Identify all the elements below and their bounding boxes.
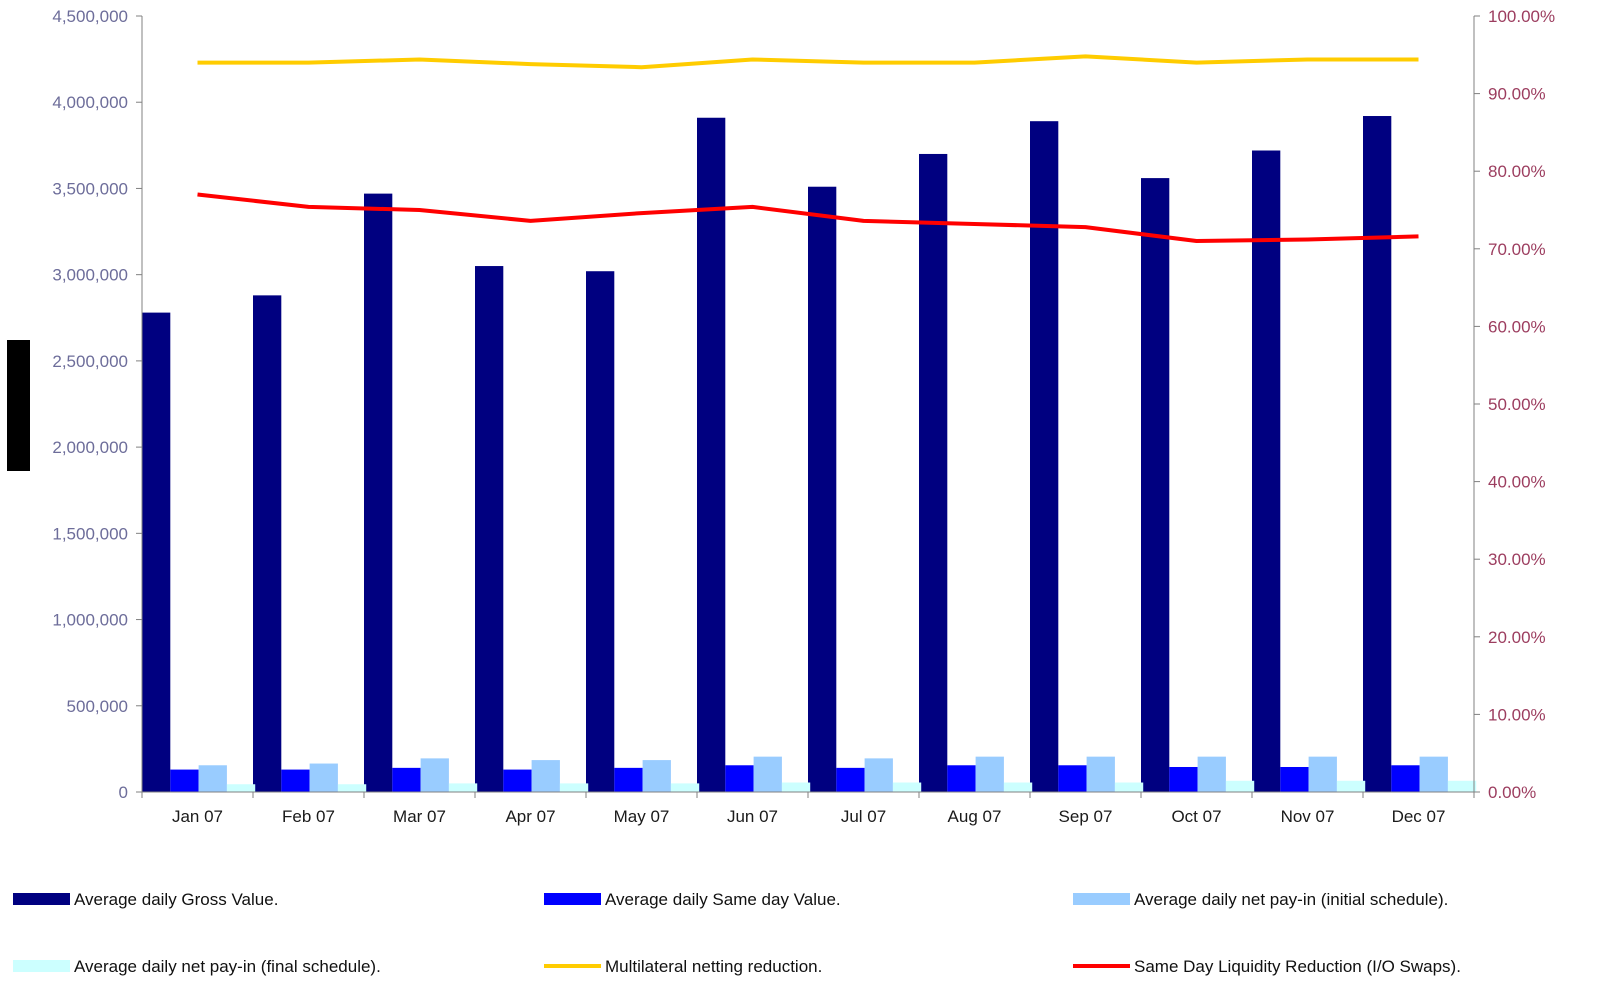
right-tick-label: 50.00% [1488, 395, 1546, 414]
x-tick-label: Mar 07 [393, 807, 446, 826]
left-tick-label: 4,000,000 [52, 93, 128, 112]
bar [1169, 766, 1198, 792]
bar [1086, 756, 1115, 792]
bar [725, 765, 754, 792]
bar [1447, 780, 1477, 792]
right-tick-label: 100.00% [1488, 7, 1555, 26]
right-tick-label: 90.00% [1488, 85, 1546, 104]
left-tick-label: 1,000,000 [52, 611, 128, 630]
bar [475, 266, 504, 792]
legend-swatch [544, 893, 601, 905]
legend-label: Multilateral netting reduction. [605, 957, 822, 976]
bar [281, 769, 310, 792]
legend-label: Average daily Gross Value. [74, 890, 278, 909]
bar [892, 782, 922, 792]
bar [642, 760, 671, 792]
bar [1225, 780, 1255, 792]
bar [781, 782, 811, 792]
legend: Average daily Gross Value. Average daily … [13, 890, 1461, 976]
legend-label: Average daily net pay-in (initial schedu… [1134, 890, 1448, 909]
legend-label: Average daily net pay-in (final schedule… [74, 957, 381, 976]
side-marker-block [7, 340, 30, 471]
right-tick-label: 0.00% [1488, 783, 1536, 802]
right-tick-label: 40.00% [1488, 473, 1546, 492]
bar [1363, 116, 1392, 793]
bar [420, 758, 449, 792]
x-tick-label: Dec 07 [1392, 807, 1446, 826]
legend-label: Average daily Same day Value. [605, 890, 841, 909]
bars [142, 116, 1477, 793]
left-tick-label: 1,500,000 [52, 524, 128, 543]
bar [1003, 782, 1033, 792]
bar [1391, 765, 1420, 792]
x-tick-label: May 07 [614, 807, 670, 826]
bar [586, 271, 615, 792]
bar [670, 783, 700, 792]
legend-swatch [13, 960, 70, 972]
series-line [197, 192, 1419, 243]
series-line [197, 54, 1419, 70]
bar [1280, 766, 1309, 792]
right-tick-label: 70.00% [1488, 240, 1546, 259]
bar [364, 193, 393, 792]
left-tick-label: 3,500,000 [52, 179, 128, 198]
bar [1058, 765, 1087, 792]
bar [309, 763, 338, 792]
bar [1336, 780, 1366, 792]
bar [559, 783, 589, 792]
bar [226, 784, 256, 792]
left-tick-label: 2,000,000 [52, 438, 128, 457]
bar [919, 153, 948, 792]
left-tick-label: 0 [119, 783, 128, 802]
bar [531, 760, 560, 792]
axes: 0 500,000 1,000,000 1,500,000 2,000,000 2,500… [52, 7, 1555, 826]
x-tick-label: Oct 07 [1171, 807, 1221, 826]
x-tick-label: Aug 07 [948, 807, 1002, 826]
bar [392, 767, 421, 792]
bar [1419, 756, 1448, 792]
left-tick-label: 4,500,000 [52, 7, 128, 26]
bar [170, 769, 199, 792]
bar [864, 758, 893, 792]
bar [614, 767, 643, 792]
bar [947, 765, 976, 792]
bar [1030, 121, 1059, 793]
right-tick-label: 20.00% [1488, 628, 1546, 647]
bar [836, 767, 865, 792]
right-tick-label: 80.00% [1488, 162, 1546, 181]
bar [337, 784, 367, 792]
bar [808, 186, 837, 793]
right-tick-label: 30.00% [1488, 550, 1546, 569]
x-tick-label: Jun 07 [727, 807, 778, 826]
bar [253, 295, 282, 792]
bar [1197, 756, 1226, 792]
bar [448, 783, 478, 792]
bar [975, 756, 1004, 792]
bar [1308, 756, 1337, 792]
lines [197, 54, 1419, 243]
right-tick-label: 10.00% [1488, 705, 1546, 724]
x-tick-label: Sep 07 [1059, 807, 1113, 826]
x-tick-label: Jul 07 [841, 807, 886, 826]
bar [503, 769, 532, 792]
bar [697, 117, 726, 792]
x-tick-label: Feb 07 [282, 807, 335, 826]
bar [1114, 782, 1144, 792]
x-tick-label: Nov 07 [1281, 807, 1335, 826]
legend-label: Same Day Liquidity Reduction (I/O Swaps)… [1134, 957, 1461, 976]
left-tick-label: 3,000,000 [52, 266, 128, 285]
bar [142, 312, 171, 792]
bar [1252, 150, 1281, 793]
bar [198, 765, 227, 792]
left-tick-label: 500,000 [67, 697, 128, 716]
right-tick-label: 60.00% [1488, 317, 1546, 336]
x-tick-label: Apr 07 [505, 807, 555, 826]
legend-swatch [13, 893, 70, 905]
legend-swatch [1073, 893, 1130, 905]
left-tick-label: 2,500,000 [52, 352, 128, 371]
bar [1141, 178, 1170, 792]
x-tick-label: Jan 07 [172, 807, 223, 826]
bar [753, 756, 782, 792]
